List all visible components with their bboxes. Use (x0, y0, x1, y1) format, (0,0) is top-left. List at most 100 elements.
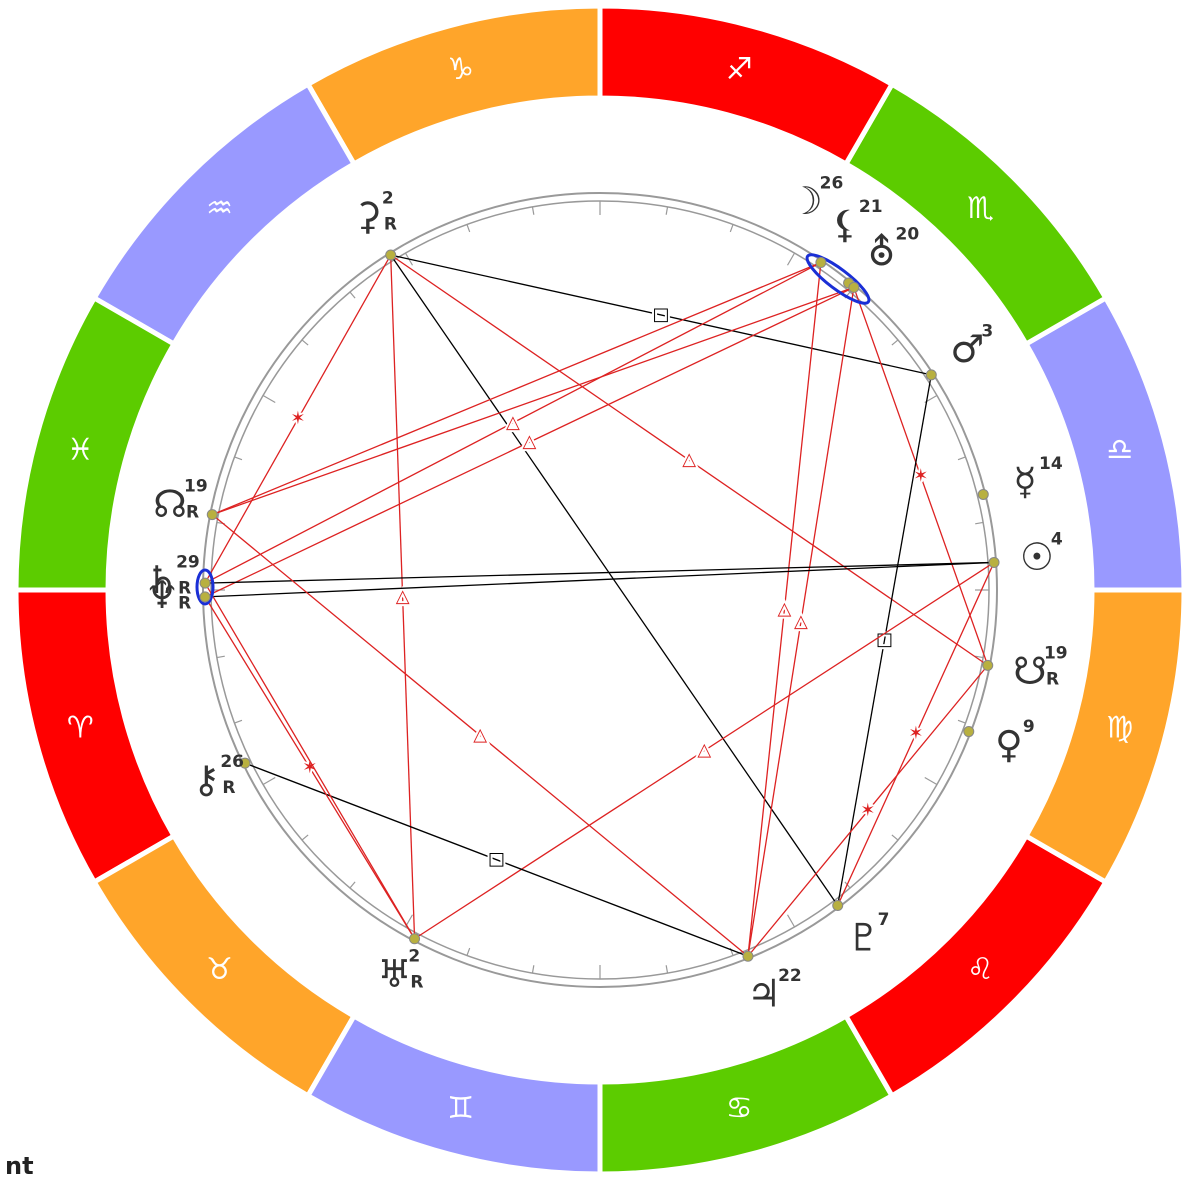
planet-glyph: ♅ (377, 952, 411, 996)
planet-degree: 4 (1051, 529, 1063, 549)
aspect-line (837, 374, 932, 906)
planet-glyph: ⚷ (192, 758, 220, 802)
tick (786, 252, 796, 266)
aspect-line (390, 254, 839, 906)
planet-glyph: ☉ (1020, 535, 1054, 579)
sign-glyph: ♐︎ (726, 52, 753, 87)
planet-marker (815, 257, 827, 269)
planet-marker (832, 899, 844, 911)
sign-glyph: ♏︎ (967, 191, 994, 226)
planet-degree: 2 (408, 947, 420, 967)
tick (301, 834, 309, 841)
sign-segment (13, 587, 178, 886)
tick (234, 719, 243, 724)
planet-marker (925, 369, 937, 381)
sign-segment (13, 294, 178, 593)
planet-marker (848, 281, 860, 293)
aspect-line (390, 254, 416, 939)
degree-ticks (211, 201, 989, 979)
aspect-line (853, 287, 989, 666)
sign-glyph: ♋︎ (726, 1091, 753, 1126)
planet-degree: 26 (820, 173, 844, 193)
tick (891, 834, 899, 841)
aspect-line (205, 561, 995, 584)
planet-degree: 14 (1039, 454, 1063, 474)
planet-glyph: ♂ (950, 327, 984, 371)
aspect-symbol: ✶ (913, 465, 928, 486)
aspect-symbol: □ (876, 629, 893, 650)
aspect-symbol: □ (652, 304, 669, 325)
tick (531, 206, 535, 215)
inner-circle (210, 200, 990, 980)
aspect-lines: □△△✶ △△△△✶□△✶△□✶✶ (204, 254, 995, 957)
planet-degree: 3 (981, 321, 993, 341)
tick (729, 224, 734, 233)
aspect-symbol: △ (682, 449, 696, 470)
aspect-symbol: △ (506, 412, 520, 433)
planet-degree: 22 (778, 966, 802, 986)
planet-glyph: ⛢ (868, 230, 896, 274)
footer-text: nt (5, 1152, 34, 1180)
sign-glyph: ♍︎ (1106, 711, 1133, 746)
planet-degree: 20 (896, 224, 920, 244)
planet-retro: R (222, 778, 235, 798)
planet-degree: 2 (382, 189, 394, 209)
aspect-symbol: ✶ (290, 408, 305, 429)
aspect-line (205, 561, 995, 598)
planet-retro: R (178, 594, 191, 614)
planet-degree: 19 (1044, 644, 1068, 664)
aspect-line (837, 562, 995, 906)
planet-retro: R (410, 973, 423, 993)
planet-marker (988, 556, 1000, 568)
planet-degree: 9 (1023, 717, 1035, 737)
aspect-line (212, 286, 855, 516)
planet-glyph: ♀ (995, 722, 1023, 766)
aspect-line (244, 762, 749, 957)
aspect-line (390, 254, 989, 666)
aspect-line (747, 287, 855, 957)
aspect-symbol: △ (523, 431, 537, 452)
tick (957, 456, 966, 461)
aspect-symbol: △ (473, 724, 487, 745)
planet-retro: R (1046, 670, 1059, 690)
planet-marker (206, 509, 218, 521)
planet-retro: R (186, 502, 199, 522)
aspect-line (204, 596, 416, 940)
aspect-symbol: ✶ (860, 800, 875, 821)
sign-glyph: ♑︎ (447, 52, 474, 87)
tick (975, 655, 984, 659)
sign-glyph: ♈︎ (67, 711, 94, 746)
sign-segment (1022, 587, 1187, 886)
aspect-symbol: △ (794, 611, 808, 632)
planet-degree: 21 (859, 197, 883, 217)
planet-glyph: ☿ (1013, 460, 1036, 504)
planet-glyph: ⚳ (354, 194, 382, 238)
planet-marker (963, 726, 975, 738)
tick (665, 965, 669, 974)
zodiac-ring: ♈︎ ♉︎ ♊︎ ♋︎ ♌︎ ♍︎ ♎︎ ♏︎ ♐︎ ♑︎ ♒︎ ♓︎ (13, 3, 1187, 1177)
aspect-symbol: □ (488, 849, 505, 870)
outer-circle (202, 192, 998, 988)
planet-marker (199, 577, 211, 589)
aspect-line (204, 261, 822, 584)
aspect-symbol: ✶ (302, 757, 317, 778)
planet-degree: 7 (878, 910, 890, 930)
aspect-symbol: △ (778, 598, 792, 619)
tick (531, 965, 535, 974)
sign-glyph: ♉︎ (206, 952, 233, 987)
sign-glyph: ♎︎ (1106, 432, 1133, 467)
conjunction-ellipse (195, 568, 215, 606)
tick (234, 456, 243, 461)
planet-marker (742, 950, 754, 962)
aspect-symbol: △ (697, 740, 711, 761)
aspect-line (414, 561, 995, 940)
planet-glyph: ☋ (1013, 649, 1047, 693)
aspect-line (204, 254, 392, 584)
aspect-line (390, 254, 932, 376)
planets: ⚳ 2R☽26⚸ 21⛢ 20♂3☿ 14☉4☋19R♀ 9♇7♃22♅2R⚷ 26R♆R♄… (145, 173, 1068, 1015)
planet-glyph: ♄ (145, 558, 179, 602)
planet-marker (977, 488, 989, 500)
planet-degree: 19 (184, 476, 208, 496)
planet-degree: 26 (220, 752, 244, 772)
